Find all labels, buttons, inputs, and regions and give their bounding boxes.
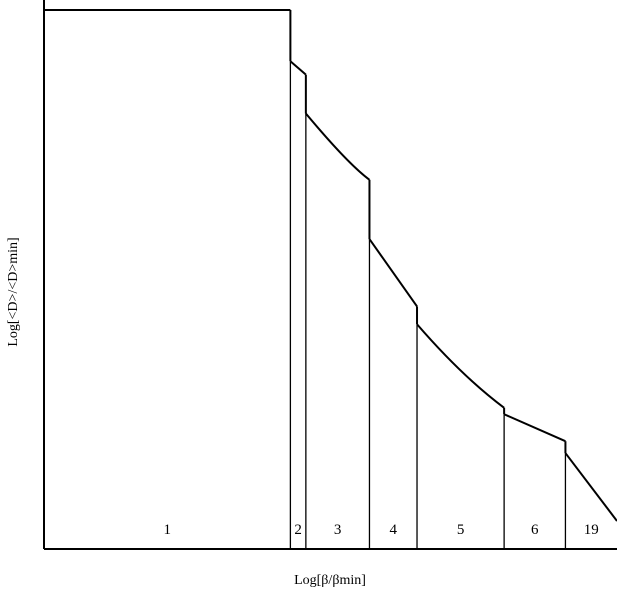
region-label-6: 6 [531,522,539,538]
region-labels: 1 2 3 4 5 6 19 [163,522,598,538]
curve-segment-3 [305,112,371,181]
region-label-19: 19 [584,522,599,538]
region-dividers [289,61,567,549]
curve-segments [44,9,617,522]
region-label-4: 4 [389,522,397,538]
curve-segment-2 [289,60,307,76]
x-axis-label: Log[β/βmin] [294,573,366,588]
plot-area: 1 2 3 4 5 6 19 [43,0,617,550]
region-label-3: 3 [334,522,342,538]
curve-segment-5 [416,323,505,409]
y-axis-label: Log[<D>/<D>min] [6,237,21,346]
curve-segment-4 [368,238,418,308]
region-label-5: 5 [457,522,465,538]
region-label-1: 1 [163,522,171,538]
curve-segment-19 [564,452,617,522]
curve-segment-6 [503,413,566,443]
region-label-2: 2 [294,522,302,538]
